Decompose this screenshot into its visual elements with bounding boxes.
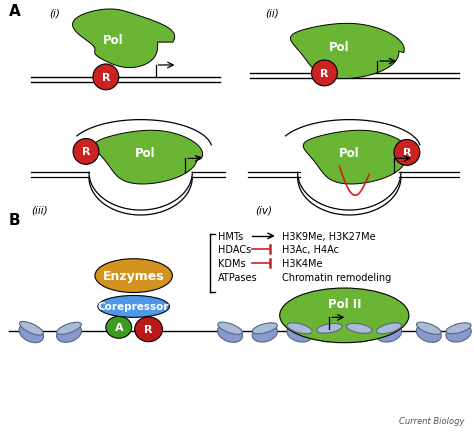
Ellipse shape: [19, 322, 43, 335]
Ellipse shape: [218, 325, 243, 342]
Text: R: R: [144, 325, 153, 335]
Text: ATPases: ATPases: [218, 272, 258, 282]
Text: Pol: Pol: [135, 147, 156, 160]
Ellipse shape: [346, 324, 372, 333]
Ellipse shape: [135, 317, 163, 342]
Text: R: R: [101, 73, 110, 83]
Ellipse shape: [218, 322, 242, 335]
Text: Current Biology: Current Biology: [399, 416, 465, 425]
Ellipse shape: [317, 325, 342, 342]
Ellipse shape: [376, 325, 401, 342]
Text: (iii): (iii): [31, 204, 48, 214]
Text: H3K9Me, H3K27Me: H3K9Me, H3K27Me: [282, 231, 375, 241]
Ellipse shape: [287, 323, 312, 334]
Ellipse shape: [106, 317, 132, 339]
Text: HMTs: HMTs: [218, 231, 243, 241]
Ellipse shape: [95, 259, 173, 293]
Circle shape: [311, 61, 337, 87]
Text: A: A: [114, 322, 123, 332]
Ellipse shape: [252, 323, 277, 334]
Text: Pol: Pol: [339, 147, 360, 160]
Text: Enzymes: Enzymes: [103, 270, 164, 283]
Ellipse shape: [416, 325, 441, 342]
Ellipse shape: [317, 324, 342, 333]
Text: (iv): (iv): [255, 204, 272, 214]
Circle shape: [73, 139, 99, 165]
Ellipse shape: [280, 288, 409, 343]
Text: Corepressor: Corepressor: [98, 302, 169, 312]
Ellipse shape: [446, 325, 471, 342]
Circle shape: [93, 65, 119, 91]
Circle shape: [394, 140, 420, 166]
Text: (i): (i): [49, 8, 60, 18]
Text: KDMs: KDMs: [218, 258, 246, 268]
Ellipse shape: [56, 325, 82, 342]
Text: Pol: Pol: [102, 33, 123, 46]
Text: B: B: [9, 213, 20, 227]
Ellipse shape: [287, 325, 312, 342]
Text: A: A: [9, 4, 20, 20]
Text: R: R: [402, 148, 411, 158]
Ellipse shape: [346, 325, 372, 342]
Polygon shape: [73, 10, 174, 69]
Text: Pol: Pol: [329, 40, 350, 53]
Text: (ii): (ii): [265, 8, 279, 18]
Ellipse shape: [417, 322, 441, 335]
Text: H3Ac, H4Ac: H3Ac, H4Ac: [282, 244, 339, 254]
Text: Chromatin remodeling: Chromatin remodeling: [282, 272, 391, 282]
Text: R: R: [82, 147, 90, 157]
Text: R: R: [320, 69, 328, 79]
Polygon shape: [95, 131, 202, 184]
Ellipse shape: [19, 324, 44, 343]
Ellipse shape: [446, 323, 471, 334]
Polygon shape: [291, 24, 404, 79]
Text: Pol II: Pol II: [328, 297, 361, 310]
Ellipse shape: [98, 296, 169, 318]
Ellipse shape: [376, 323, 401, 334]
Ellipse shape: [57, 322, 82, 335]
Text: H3K4Me: H3K4Me: [282, 258, 322, 268]
Ellipse shape: [252, 325, 277, 342]
Polygon shape: [303, 131, 411, 184]
Text: HDACs: HDACs: [218, 244, 251, 254]
